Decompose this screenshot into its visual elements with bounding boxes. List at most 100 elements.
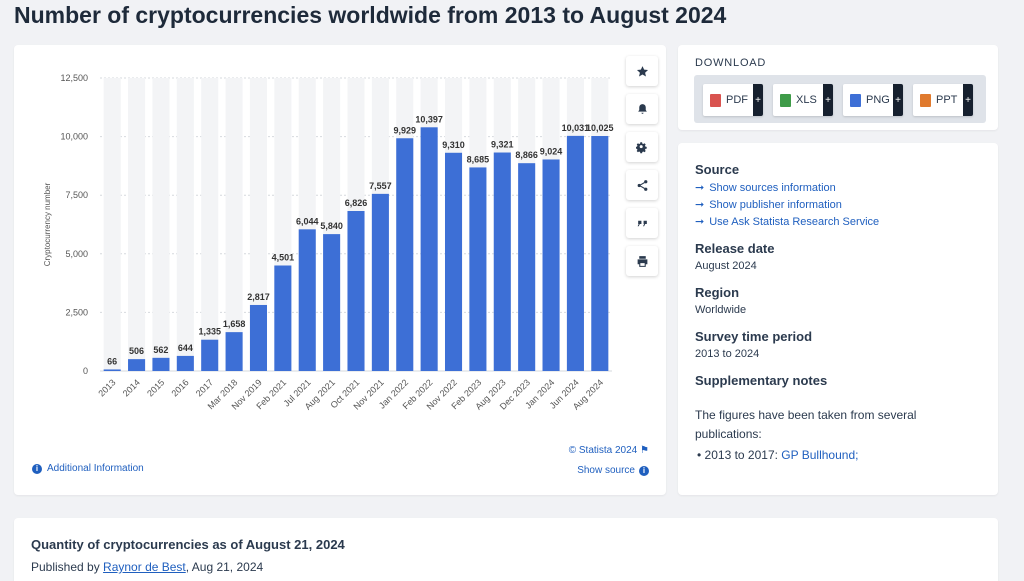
notes-bullet-prefix: 2013 to 2017: [704, 448, 782, 462]
show-publisher-link[interactable]: ➞ Show publisher information [695, 198, 985, 212]
data-label: 10,025 [586, 123, 614, 133]
bar-background [225, 78, 243, 371]
share-button[interactable] [626, 170, 658, 200]
bar-background [152, 78, 170, 371]
notes-text: The figures have been taken from several… [695, 408, 917, 441]
cite-button[interactable] [626, 208, 658, 238]
gp-bullhound-link[interactable]: GP Bullhound; [781, 448, 859, 462]
plus-icon: + [893, 84, 903, 116]
bell-icon [637, 103, 647, 114]
info-card: Source ➞ Show sources information ➞ Show p… [678, 143, 998, 495]
source-heading: Source [695, 162, 740, 177]
bar [347, 210, 365, 371]
bar [225, 332, 243, 371]
data-label: 6,826 [345, 198, 368, 208]
download-label: PPT [936, 94, 958, 106]
download-label: PDF [726, 94, 748, 106]
bar [128, 359, 146, 371]
additional-info-link[interactable]: i Additional Information [32, 463, 144, 474]
bar [469, 167, 487, 371]
bar [103, 369, 121, 371]
data-label: 8,685 [467, 154, 490, 164]
bar [396, 138, 414, 371]
published-prefix: Published by [31, 560, 104, 574]
chart-toolbar [626, 56, 658, 284]
release-value: August 2024 [695, 260, 757, 272]
data-label: 644 [178, 343, 193, 353]
share-icon [637, 179, 647, 191]
data-label: 6,044 [296, 216, 319, 226]
notes-heading: Supplementary notes [695, 373, 828, 388]
download-ppt-button[interactable]: PPT + [913, 84, 973, 116]
notify-button[interactable] [626, 94, 658, 124]
pdf-file-icon [710, 93, 721, 107]
show-sources-link[interactable]: ➞ Show sources information [695, 181, 985, 195]
download-card: DOWNLOAD PDF + XLS + PNG + PPT + [678, 45, 998, 130]
plus-icon: + [753, 84, 763, 116]
data-label: 562 [153, 345, 168, 355]
download-label: XLS [796, 94, 817, 106]
download-pdf-button[interactable]: PDF + [703, 84, 763, 116]
arrow-right-icon: ➞ [695, 182, 705, 194]
data-label: 9,024 [540, 146, 563, 156]
related-card: Quantity of cryptocurrencies as of Augus… [14, 518, 998, 581]
copyright-text: © Statista 2024 [568, 445, 638, 456]
bar [201, 339, 219, 371]
flag-icon: ⚑ [640, 445, 649, 456]
data-label: 1,658 [223, 319, 246, 329]
download-title: DOWNLOAD [695, 57, 767, 69]
download-png-button[interactable]: PNG + [843, 84, 903, 116]
printer-icon [637, 255, 647, 267]
info-icon: i [639, 465, 649, 476]
bar-background [128, 78, 146, 371]
arrow-right-icon: ➞ [695, 199, 705, 211]
xls-file-icon [780, 93, 791, 107]
y-tick-label: 0 [83, 366, 88, 376]
data-label: 9,929 [393, 125, 416, 135]
data-label: 506 [129, 346, 144, 356]
bar [591, 136, 609, 371]
data-label: 9,310 [442, 140, 465, 150]
plus-icon: + [963, 84, 973, 116]
bar [444, 152, 463, 371]
notes-bullet: • 2013 to 2017: GP Bullhound; [697, 448, 859, 462]
bar-background [103, 78, 121, 371]
y-tick-label: 5,000 [65, 249, 88, 259]
copyright-label[interactable]: © Statista 2024 ⚑ [569, 445, 649, 456]
data-label: 7,557 [369, 181, 392, 191]
author-link[interactable]: Raynor de Best [103, 560, 186, 574]
bar [420, 127, 438, 372]
bar-background [249, 78, 268, 371]
favorite-button[interactable] [626, 56, 658, 86]
bar-background [176, 78, 194, 371]
y-tick-label: 2,500 [65, 307, 88, 317]
quote-icon [637, 220, 647, 226]
y-tick-label: 10,000 [60, 132, 88, 142]
bar [323, 234, 341, 371]
download-xls-button[interactable]: XLS + [773, 84, 833, 116]
download-label: PNG [866, 94, 890, 106]
settings-button[interactable] [626, 132, 658, 162]
link-text: Use Ask Statista Research Service [709, 215, 880, 228]
show-source-link[interactable]: Show source i [577, 465, 649, 476]
research-service-link[interactable]: ➞ Use Ask Statista Research Service [695, 215, 985, 229]
x-tick-label: 2016 [170, 377, 191, 398]
period-heading: Survey time period [695, 329, 813, 344]
data-label: 10,031 [562, 123, 590, 133]
print-button[interactable] [626, 246, 658, 276]
chart-card: 0 2,500 5,000 7,500 10,000 12,500 Cryptocurren… [14, 45, 666, 495]
bar [249, 304, 268, 371]
bar [371, 193, 389, 371]
data-label: 4,501 [272, 252, 295, 262]
bar [566, 135, 584, 371]
published-by: Published by Raynor de Best, Aug 21, 202… [31, 560, 263, 574]
bar [542, 159, 560, 371]
link-text: Show publisher information [709, 198, 842, 211]
published-date: , Aug 21, 2024 [185, 560, 264, 574]
show-source-text: Show source [577, 465, 635, 476]
y-axis-label: Cryptocurrency number [43, 182, 52, 266]
link-text: Show sources information [709, 181, 836, 194]
bar-background [201, 78, 219, 371]
data-label: 9,321 [491, 140, 514, 150]
region-value: Worldwide [695, 304, 747, 316]
